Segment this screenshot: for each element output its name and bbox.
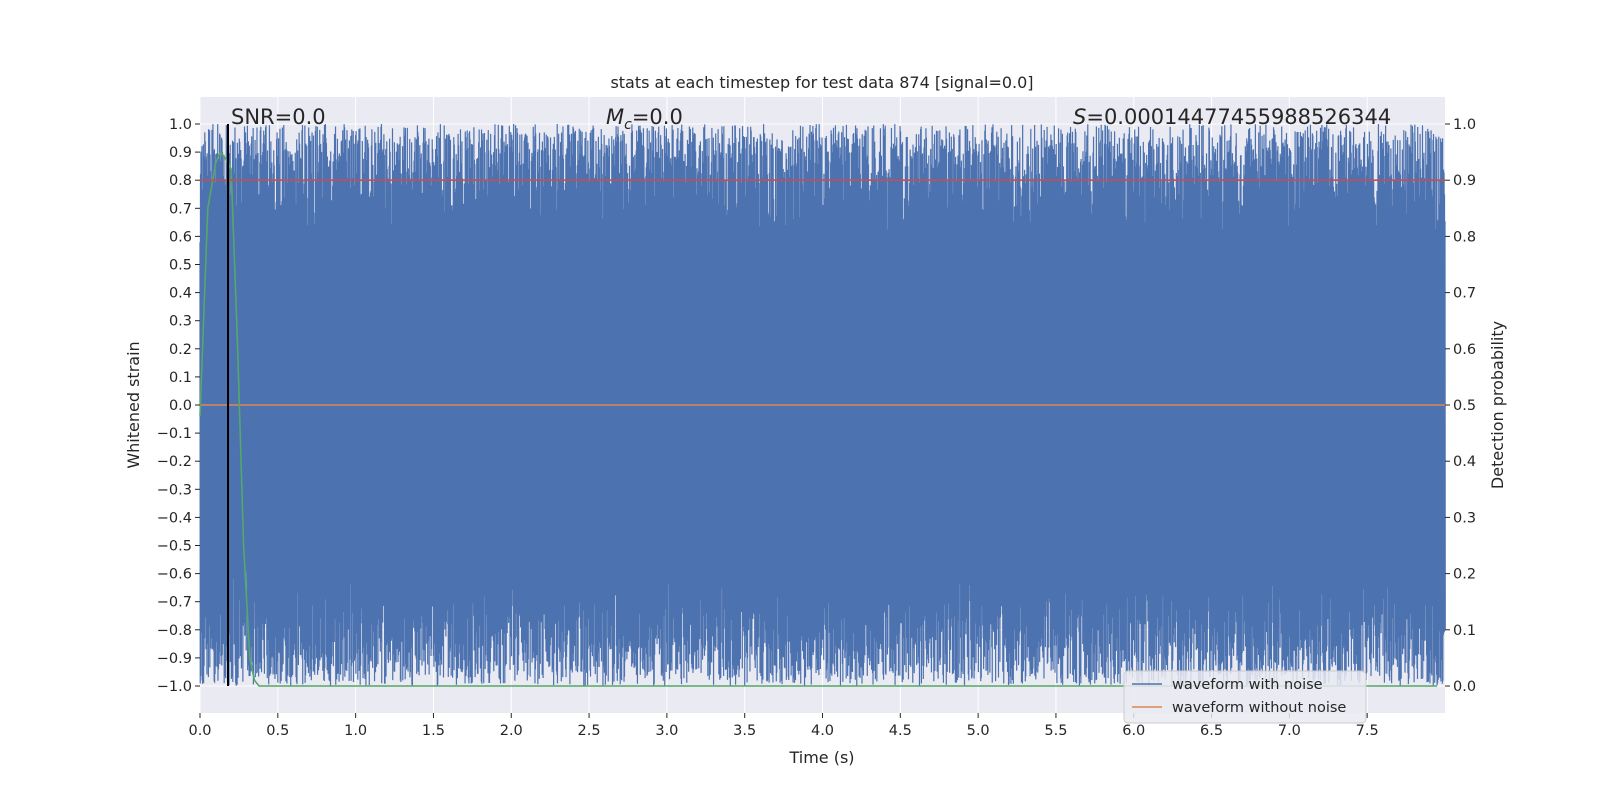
mc-subscript: c [624, 117, 632, 133]
x-tick-label: 1.5 [422, 723, 445, 739]
y2-tick-label: 0.1 [1453, 623, 1476, 639]
y-tick-label: −0.3 [157, 482, 192, 498]
y-tick-label: 0.9 [169, 145, 192, 161]
s-value: =0.00014477455988526344 [1086, 105, 1391, 129]
x-tick-label: 3.5 [733, 723, 756, 739]
y-tick-label: 1.0 [169, 117, 192, 133]
legend-box [1123, 670, 1367, 724]
x-tick-label: 0.0 [188, 723, 211, 739]
detection-probability-line [199, 150, 1438, 687]
mc-annotation: Mc=0.0 [606, 105, 683, 133]
legend-label-noise: waveform with noise [1172, 677, 1323, 693]
x-axis: 0.0 0.5 1.0 1.5 2.0 2.5 3.0 3.5 4.0 4.5 5.0 5.5 6.0 6… [188, 713, 1379, 739]
x-tick-label: 5.5 [1044, 723, 1067, 739]
right-axis: 1.0 0.9 0.8 0.7 0.6 0.5 0.4 0.3 0.2 0.1 0.0 [1445, 117, 1476, 695]
y-tick-label: 0.4 [169, 286, 192, 302]
x-axis-label: Time (s) [788, 748, 854, 767]
y-tick-label: −0.9 [157, 651, 192, 667]
y2-tick-label: 0.7 [1453, 286, 1476, 302]
chart-title: stats at each timestep for test data 874… [610, 73, 1033, 92]
y-tick-label: −0.4 [157, 510, 192, 526]
y-tick-label: −0.7 [157, 595, 192, 611]
s-annotation: S=0.00014477455988526344 [1073, 105, 1391, 129]
mc-value: =0.0 [632, 105, 683, 129]
x-tick-label: 4.0 [811, 723, 834, 739]
y-tick-label: 0.5 [169, 258, 192, 274]
x-tick-label: 7.5 [1356, 723, 1379, 739]
s-symbol: S [1073, 105, 1086, 129]
y-tick-label: 0.6 [169, 229, 192, 245]
x-tick-label: 3.0 [655, 723, 678, 739]
snr-annotation: SNR=0.0 [231, 105, 326, 129]
y-axis-label: Whitened strain [124, 341, 143, 468]
y-tick-label: −0.5 [157, 539, 192, 555]
y-tick-label: −0.2 [157, 454, 192, 470]
y-tick-label: −0.6 [157, 567, 192, 583]
legend-label-clean: waveform without noise [1172, 700, 1346, 716]
y2-tick-label: 0.2 [1453, 567, 1476, 583]
x-tick-label: 5.0 [967, 723, 990, 739]
y2-axis-label: Detection probability [1488, 321, 1507, 489]
y-tick-label: 0.2 [169, 342, 192, 358]
legend: waveform with noise waveform without noi… [1123, 670, 1367, 724]
y-tick-label: 0.3 [169, 314, 192, 330]
noise-waveform [199, 123, 1446, 686]
x-tick-label: 6.5 [1200, 723, 1223, 739]
x-tick-label: 6.0 [1122, 723, 1145, 739]
y2-tick-label: 0.6 [1453, 342, 1476, 358]
x-tick-label: 2.5 [578, 723, 601, 739]
y-tick-label: −0.1 [157, 426, 192, 442]
y2-tick-label: 0.5 [1453, 398, 1476, 414]
x-tick-label: 4.5 [889, 723, 912, 739]
x-tick-label: 7.0 [1278, 723, 1301, 739]
y-tick-label: 0.7 [169, 201, 192, 217]
y2-tick-label: 0.8 [1453, 229, 1476, 245]
x-tick-label: 2.0 [500, 723, 523, 739]
y-tick-label: 0.8 [169, 173, 192, 189]
mc-symbol: M [606, 105, 624, 129]
y2-tick-label: 0.0 [1453, 679, 1476, 695]
lines-layer [199, 124, 1445, 687]
y2-tick-label: 0.4 [1453, 454, 1476, 470]
y-tick-label: −0.8 [157, 623, 192, 639]
y2-tick-label: 0.9 [1453, 173, 1476, 189]
y2-tick-label: 0.3 [1453, 510, 1476, 526]
x-tick-label: 1.0 [344, 723, 367, 739]
y-tick-label: 0.1 [169, 370, 192, 386]
x-tick-label: 0.5 [266, 723, 289, 739]
y-tick-label: −1.0 [157, 679, 192, 695]
y-tick-label: 0.0 [169, 398, 192, 414]
left-axis: 1.0 0.9 0.8 0.7 0.6 0.5 0.4 0.3 0.2 0.1 0.0 −0.1 −0.… [157, 117, 200, 695]
y2-tick-label: 1.0 [1453, 117, 1476, 133]
